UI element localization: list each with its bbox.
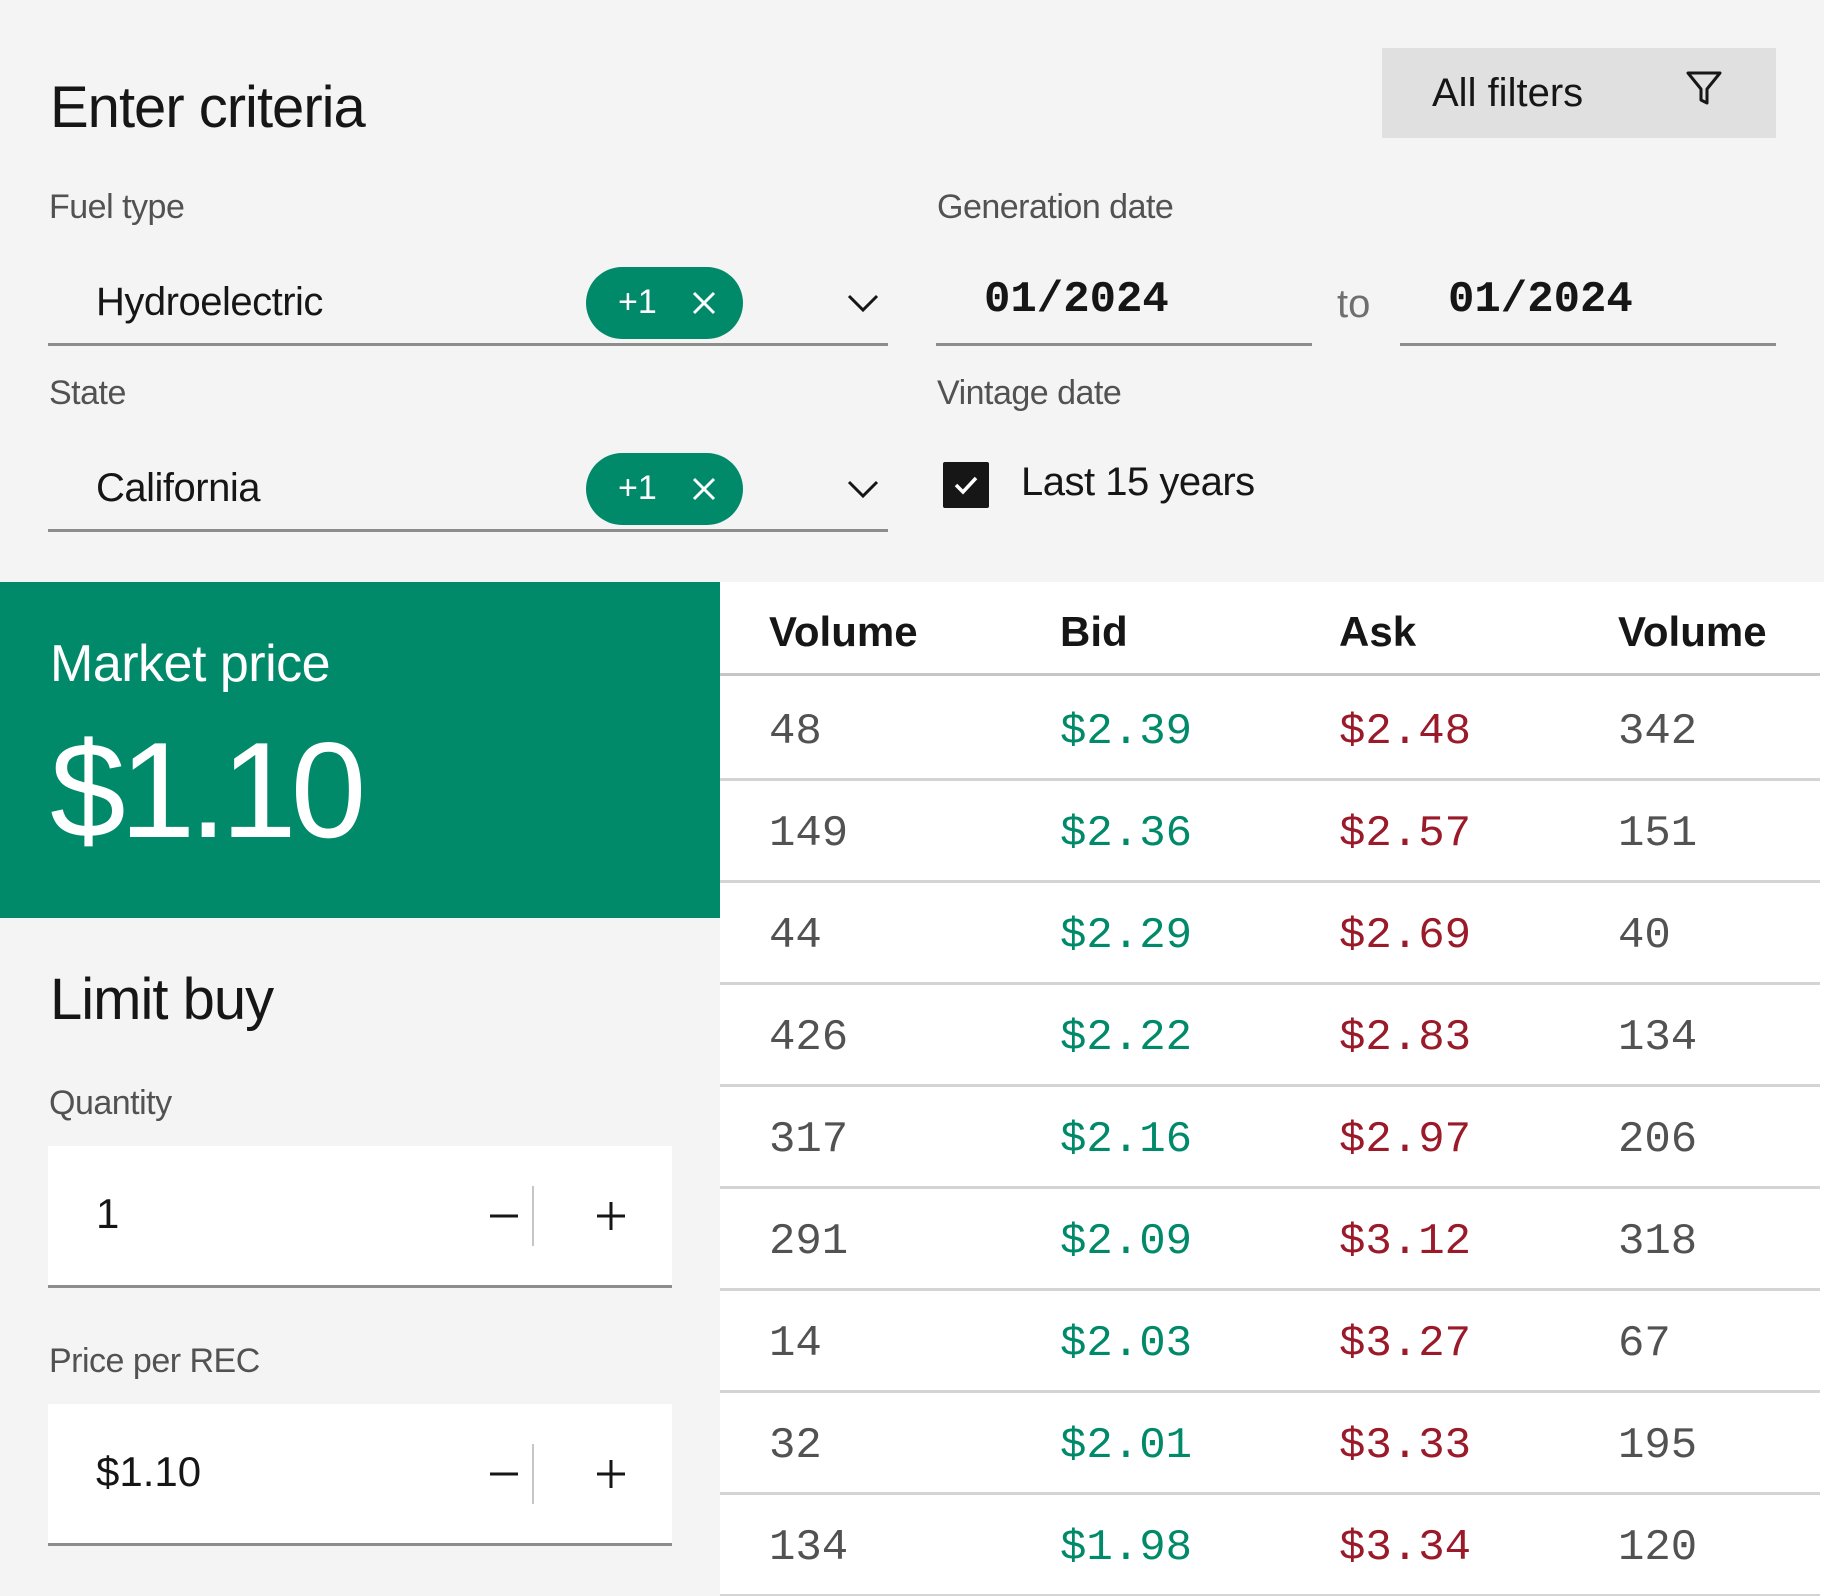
ask-volume-cell: 40 — [1618, 911, 1671, 961]
table-row[interactable]: 48 $2.39 $2.48 342 — [720, 679, 1820, 781]
table-row[interactable]: 32 $2.01 $3.33 195 — [720, 1393, 1820, 1495]
generation-date-to-input[interactable]: 01/2024 — [1400, 262, 1776, 346]
all-filters-label: All filters — [1432, 70, 1584, 115]
price-per-rec-label: Price per REC — [49, 1342, 260, 1380]
bid-price-cell: $2.09 — [1060, 1217, 1193, 1267]
fuel-type-select[interactable]: Hydroelectric +1 — [48, 262, 888, 346]
generation-date-from-input[interactable]: 01/2024 — [936, 262, 1312, 346]
ask-price-cell: $2.69 — [1339, 911, 1472, 961]
ask-price-cell: $2.57 — [1339, 809, 1472, 859]
chevron-down-icon[interactable] — [847, 479, 879, 499]
column-header-ask[interactable]: Ask — [1339, 608, 1417, 655]
bid-volume-cell: 149 — [769, 809, 849, 859]
table-row[interactable]: 426 $2.22 $2.83 134 — [720, 985, 1820, 1087]
market-price-value: $1.10 — [50, 714, 366, 866]
bid-volume-cell: 44 — [769, 911, 822, 961]
last-15-years-checkbox[interactable] — [943, 462, 989, 508]
quantity-decrement-button[interactable] — [468, 1180, 540, 1252]
vintage-date-label: Vintage date — [937, 374, 1122, 412]
table-row[interactable]: 44 $2.29 $2.69 40 — [720, 883, 1820, 985]
column-header-bid[interactable]: Bid — [1060, 608, 1128, 655]
price-per-rec-value[interactable]: $1.10 — [96, 1448, 202, 1495]
state-label: State — [49, 374, 126, 412]
date-range-to-label: to — [1337, 282, 1371, 326]
bid-price-cell: $2.22 — [1060, 1013, 1193, 1063]
price-per-rec-stepper[interactable]: $1.10 — [48, 1404, 672, 1546]
ask-price-cell: $3.34 — [1339, 1523, 1472, 1573]
minus-icon — [490, 1472, 518, 1476]
bid-price-cell: $2.03 — [1060, 1319, 1193, 1369]
bid-volume-cell: 426 — [769, 1013, 849, 1063]
stepper-divider — [532, 1444, 534, 1504]
quantity-label: Quantity — [49, 1084, 172, 1122]
ask-price-cell: $3.27 — [1339, 1319, 1472, 1369]
state-tag[interactable]: +1 — [586, 452, 743, 525]
quantity-increment-button[interactable] — [575, 1180, 647, 1252]
bid-price-cell: $1.98 — [1060, 1523, 1193, 1573]
fuel-type-tag-count: +1 — [618, 283, 657, 321]
state-select[interactable]: California +1 — [48, 448, 888, 532]
plus-icon — [597, 1202, 625, 1230]
bid-price-cell: $2.29 — [1060, 911, 1193, 961]
ask-volume-cell: 195 — [1618, 1421, 1698, 1471]
fuel-type-value: Hydroelectric — [96, 280, 323, 324]
generation-date-label: Generation date — [937, 188, 1174, 226]
chevron-down-icon[interactable] — [847, 293, 879, 313]
ask-price-cell: $2.48 — [1339, 707, 1472, 757]
table-row[interactable]: 134 $1.98 $3.34 120 — [720, 1495, 1820, 1596]
table-header-row: Volume Bid Ask Volume — [720, 582, 1820, 676]
ask-volume-cell: 120 — [1618, 1523, 1698, 1573]
ask-volume-cell: 206 — [1618, 1115, 1698, 1165]
order-book-table: Volume Bid Ask Volume 48 $2.39 $2.48 342 149… — [720, 582, 1824, 1596]
bid-volume-cell: 32 — [769, 1421, 822, 1471]
ask-price-cell: $2.97 — [1339, 1115, 1472, 1165]
bid-price-cell: $2.16 — [1060, 1115, 1193, 1165]
column-header-ask-volume[interactable]: Volume — [1618, 608, 1767, 655]
bid-volume-cell: 291 — [769, 1217, 849, 1267]
market-price-label: Market price — [50, 635, 331, 693]
all-filters-button[interactable]: All filters — [1382, 48, 1776, 138]
filter-icon — [1684, 68, 1724, 118]
column-header-bid-volume[interactable]: Volume — [769, 608, 918, 655]
bid-price-cell: $2.01 — [1060, 1421, 1193, 1471]
ask-volume-cell: 67 — [1618, 1319, 1671, 1369]
table-row[interactable]: 149 $2.36 $2.57 151 — [720, 781, 1820, 883]
table-row[interactable]: 291 $2.09 $3.12 318 — [720, 1189, 1820, 1291]
checkmark-icon — [954, 476, 978, 495]
price-decrement-button[interactable] — [468, 1438, 540, 1510]
bid-volume-cell: 134 — [769, 1523, 849, 1573]
ask-volume-cell: 151 — [1618, 809, 1698, 859]
state-value: California — [96, 466, 260, 510]
quantity-stepper[interactable]: 1 — [48, 1146, 672, 1288]
minus-icon — [490, 1214, 518, 1218]
fuel-type-tag[interactable]: +1 — [586, 266, 743, 339]
price-increment-button[interactable] — [575, 1438, 647, 1510]
table-row[interactable]: 14 $2.03 $3.27 67 — [720, 1291, 1820, 1393]
ask-volume-cell: 318 — [1618, 1217, 1698, 1267]
ask-volume-cell: 342 — [1618, 707, 1698, 757]
ask-price-cell: $2.83 — [1339, 1013, 1472, 1063]
ask-price-cell: $3.33 — [1339, 1421, 1472, 1471]
bid-volume-cell: 14 — [769, 1319, 822, 1369]
bid-price-cell: $2.39 — [1060, 707, 1193, 757]
last-15-years-label[interactable]: Last 15 years — [1021, 460, 1255, 504]
close-icon[interactable] — [690, 475, 718, 503]
fuel-type-label: Fuel type — [49, 188, 185, 226]
page-title: Enter criteria — [50, 75, 366, 140]
limit-buy-title: Limit buy — [50, 967, 274, 1032]
bid-volume-cell: 317 — [769, 1115, 849, 1165]
quantity-value[interactable]: 1 — [96, 1190, 120, 1237]
stepper-divider — [532, 1186, 534, 1246]
table-row[interactable]: 317 $2.16 $2.97 206 — [720, 1087, 1820, 1189]
bid-price-cell: $2.36 — [1060, 809, 1193, 859]
ask-price-cell: $3.12 — [1339, 1217, 1472, 1267]
state-tag-count: +1 — [618, 469, 657, 507]
close-icon[interactable] — [690, 289, 718, 317]
bid-volume-cell: 48 — [769, 707, 822, 757]
ask-volume-cell: 134 — [1618, 1013, 1698, 1063]
market-price-card: Market price $1.10 — [0, 582, 720, 918]
plus-icon — [597, 1460, 625, 1488]
